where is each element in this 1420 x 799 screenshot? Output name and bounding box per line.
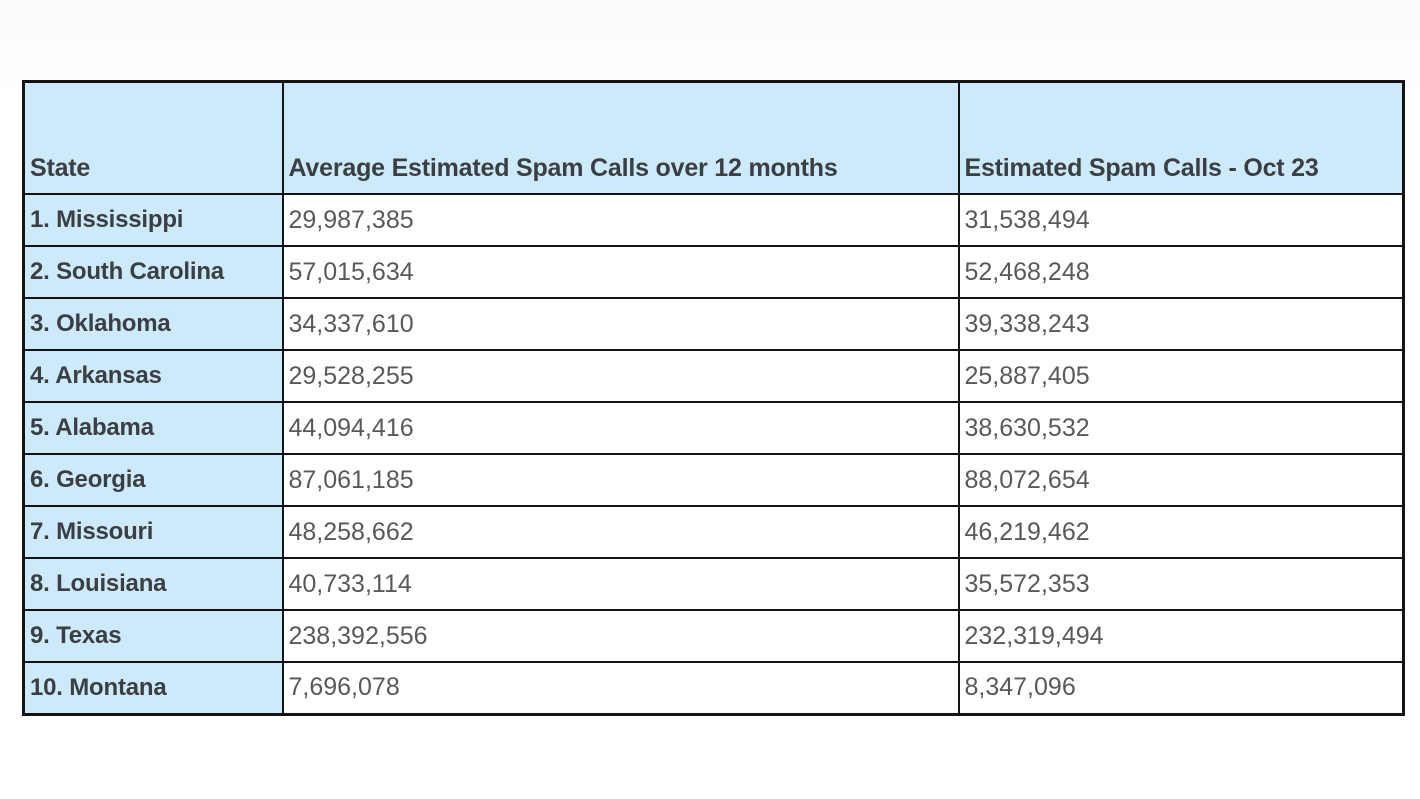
- column-header-average-12-months: Average Estimated Spam Calls over 12 mon…: [281, 80, 960, 195]
- table-row: 8. Louisiana 40,733,114 35,572,353: [22, 557, 1405, 611]
- table-row: 4. Arkansas 29,528,255 25,887,405: [22, 349, 1405, 403]
- table-row: 1. Mississippi 29,987,385 31,538,494: [22, 193, 1405, 247]
- oct-calls-cell: 88,072,654: [957, 453, 1405, 507]
- state-cell: 4. Arkansas: [22, 349, 284, 403]
- oct-calls-cell: 39,338,243: [957, 297, 1405, 351]
- table-row: 5. Alabama 44,094,416 38,630,532: [22, 401, 1405, 455]
- header-row: State Average Estimated Spam Calls over …: [22, 80, 1405, 195]
- state-cell: 9. Texas: [22, 609, 284, 663]
- table-row: 9. Texas 238,392,556 232,319,494: [22, 609, 1405, 663]
- avg-calls-cell: 34,337,610: [281, 297, 960, 351]
- oct-calls-cell: 25,887,405: [957, 349, 1405, 403]
- state-cell: 2. South Carolina: [22, 245, 284, 299]
- column-header-oct-23: Estimated Spam Calls - Oct 23: [957, 80, 1405, 195]
- column-header-state: State: [22, 80, 284, 195]
- oct-calls-cell: 52,468,248: [957, 245, 1405, 299]
- avg-calls-cell: 40,733,114: [281, 557, 960, 611]
- state-cell: 7. Missouri: [22, 505, 284, 559]
- avg-calls-cell: 44,094,416: [281, 401, 960, 455]
- table-row: 2. South Carolina 57,015,634 52,468,248: [22, 245, 1405, 299]
- state-cell: 3. Oklahoma: [22, 297, 284, 351]
- oct-calls-cell: 232,319,494: [957, 609, 1405, 663]
- avg-calls-cell: 57,015,634: [281, 245, 960, 299]
- avg-calls-cell: 29,528,255: [281, 349, 960, 403]
- avg-calls-cell: 7,696,078: [281, 661, 960, 715]
- oct-calls-cell: 35,572,353: [957, 557, 1405, 611]
- state-cell: 6. Georgia: [22, 453, 284, 507]
- table-row: 7. Missouri 48,258,662 46,219,462: [22, 505, 1405, 559]
- state-cell: 1. Mississippi: [22, 193, 284, 247]
- oct-calls-cell: 8,347,096: [957, 661, 1405, 715]
- avg-calls-cell: 48,258,662: [281, 505, 960, 559]
- oct-calls-cell: 46,219,462: [957, 505, 1405, 559]
- oct-calls-cell: 38,630,532: [957, 401, 1405, 455]
- oct-calls-cell: 31,538,494: [957, 193, 1405, 247]
- spam-calls-table: State Average Estimated Spam Calls over …: [22, 80, 1405, 716]
- avg-calls-cell: 29,987,385: [281, 193, 960, 247]
- table-row: 3. Oklahoma 34,337,610 39,338,243: [22, 297, 1405, 351]
- table-row: 10. Montana 7,696,078 8,347,096: [22, 661, 1405, 715]
- table-row: 6. Georgia 87,061,185 88,072,654: [22, 453, 1405, 507]
- avg-calls-cell: 87,061,185: [281, 453, 960, 507]
- state-cell: 5. Alabama: [22, 401, 284, 455]
- avg-calls-cell: 238,392,556: [281, 609, 960, 663]
- state-cell: 10. Montana: [22, 661, 284, 715]
- state-cell: 8. Louisiana: [22, 557, 284, 611]
